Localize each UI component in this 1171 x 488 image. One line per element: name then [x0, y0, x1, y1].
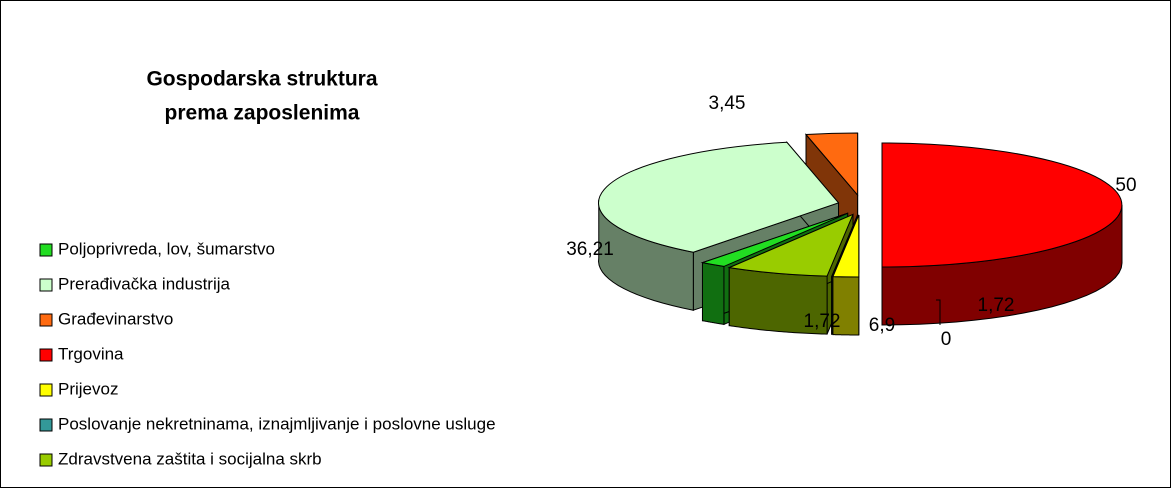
- legend-swatch: [39, 313, 53, 327]
- slice: [832, 214, 860, 278]
- legend-swatch: [39, 243, 53, 257]
- legend-swatch: [39, 383, 53, 397]
- legend-swatch: [39, 418, 53, 432]
- legend-label: Trgovina: [58, 344, 124, 363]
- chart-title-line: prema zaposlenima: [165, 102, 360, 125]
- legend-label: Zdravstvena zaštita i socijalna skrb: [58, 449, 322, 468]
- legend-swatch: [39, 453, 53, 467]
- legend-swatch: [39, 278, 53, 292]
- legend-label: Građevinarstvo: [58, 309, 173, 328]
- chart-title-line: Gospodarska struktura: [146, 68, 377, 91]
- leader-line: [936, 299, 941, 325]
- data-label: 1,72: [978, 295, 1015, 316]
- legend-label: Poljoprivreda, lov, šumarstvo: [58, 239, 275, 258]
- slice: [831, 214, 859, 277]
- legend-label: Prerađivačka industrija: [58, 274, 231, 293]
- data-label: 50: [1115, 175, 1136, 196]
- legend-label: Poslovanje nekretninama, iznajmljivanje …: [58, 414, 496, 433]
- data-label: 0: [941, 329, 952, 350]
- slice-side: [701, 262, 725, 325]
- slice: [804, 132, 859, 197]
- data-label: 1,72: [804, 311, 841, 332]
- slice: [881, 142, 1123, 268]
- data-label: 6,9: [869, 315, 895, 336]
- slice: [700, 212, 848, 267]
- slice: [598, 141, 840, 253]
- slice: [727, 213, 854, 277]
- legend-swatch: [39, 348, 53, 362]
- data-label: 3,45: [709, 93, 746, 114]
- legend-label: Prijevoz: [58, 379, 118, 398]
- data-label: 36,21: [566, 239, 614, 260]
